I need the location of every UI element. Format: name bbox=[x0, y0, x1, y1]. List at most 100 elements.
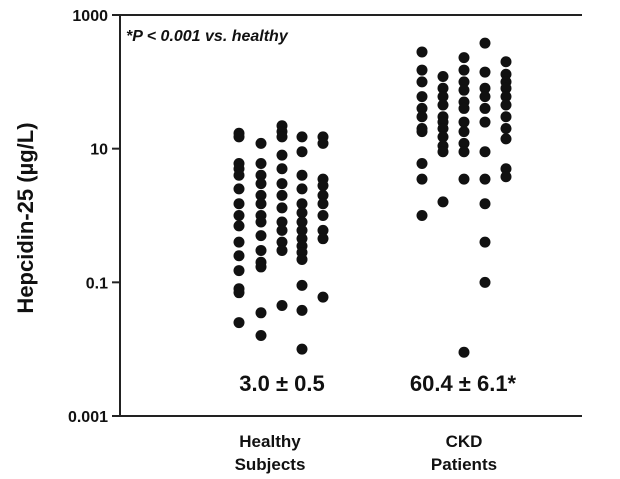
data-point-g1-c0-5 bbox=[416, 111, 428, 123]
data-point-g0-c3-11 bbox=[296, 253, 308, 265]
data-point-g1-c1-2 bbox=[437, 91, 449, 103]
data-point-g0-c3-7 bbox=[296, 224, 308, 236]
summary-ckd: 60.4 ± 6.1* bbox=[410, 371, 517, 396]
data-point-g1-c4-0 bbox=[500, 56, 512, 68]
data-point-g1-c0-4 bbox=[416, 102, 428, 114]
axes bbox=[119, 14, 582, 417]
data-point-g0-c4-1 bbox=[317, 137, 329, 149]
data-point-g0-c0-5 bbox=[233, 183, 245, 195]
data-point-g1-c4-7 bbox=[500, 123, 512, 135]
data-point-g0-c1-7 bbox=[255, 216, 267, 228]
data-point-g0-c1-12 bbox=[255, 307, 267, 319]
data-point-g0-c0-14 bbox=[233, 317, 245, 329]
y-tick-label-0: 1000 bbox=[72, 8, 108, 25]
data-point-g0-c1-9 bbox=[255, 244, 267, 256]
data-point-g0-c2-5 bbox=[276, 178, 288, 190]
data-point-g0-c3-12 bbox=[296, 279, 308, 291]
data-point-g0-c3-0 bbox=[296, 131, 308, 143]
data-point-g0-c1-3 bbox=[255, 178, 267, 190]
data-point-g0-c4-4 bbox=[317, 189, 329, 201]
data-point-g0-c3-14 bbox=[296, 343, 308, 355]
data-point-g0-c2-9 bbox=[276, 224, 288, 236]
data-point-g0-c4-7 bbox=[317, 224, 329, 236]
data-point-g1-c2-3 bbox=[458, 84, 470, 96]
data-point-g1-c4-9 bbox=[500, 163, 512, 175]
data-point-g1-c3-7 bbox=[479, 173, 491, 185]
data-point-g1-c2-0 bbox=[458, 52, 470, 64]
data-point-g0-c2-12 bbox=[276, 300, 288, 312]
y-tick-label-1: 10 bbox=[90, 142, 108, 159]
data-point-g1-c4-6 bbox=[500, 111, 512, 123]
data-point-g1-c1-9 bbox=[437, 146, 449, 158]
data-point-g1-c2-5 bbox=[458, 102, 470, 114]
summary-healthy: 3.0 ± 0.5 bbox=[239, 371, 324, 396]
data-point-g0-c0-9 bbox=[233, 236, 245, 248]
data-point-g0-c0-6 bbox=[233, 198, 245, 210]
data-point-g1-c2-1 bbox=[458, 64, 470, 76]
data-point-g1-c0-0 bbox=[416, 46, 428, 58]
category-label-ckd-line2: Patients bbox=[431, 455, 497, 474]
data-point-g1-c2-10 bbox=[458, 173, 470, 185]
significance-annotation: *P < 0.001 vs. healthy bbox=[126, 28, 289, 45]
data-point-g1-c3-3 bbox=[479, 91, 491, 103]
data-point-g1-c2-2 bbox=[458, 76, 470, 88]
data-point-g0-c1-2 bbox=[255, 169, 267, 181]
data-point-g1-c0-7 bbox=[416, 126, 428, 138]
data-point-g0-c0-4 bbox=[233, 169, 245, 181]
data-point-g1-c4-4 bbox=[500, 91, 512, 103]
y-tick-label-3: 0.001 bbox=[68, 409, 108, 426]
data-point-g1-c3-10 bbox=[479, 276, 491, 288]
data-point-g1-c0-1 bbox=[416, 64, 428, 76]
data-point-g1-c1-7 bbox=[437, 131, 449, 143]
data-point-g0-c1-8 bbox=[255, 230, 267, 242]
data-point-g0-c2-6 bbox=[276, 189, 288, 201]
data-point-g0-c3-4 bbox=[296, 198, 308, 210]
data-point-g1-c3-8 bbox=[479, 198, 491, 210]
data-point-g0-c3-6 bbox=[296, 216, 308, 228]
data-point-g0-c2-11 bbox=[276, 244, 288, 256]
data-point-g0-c1-0 bbox=[255, 137, 267, 149]
data-point-g1-c1-6 bbox=[437, 123, 449, 135]
data-point-g0-c4-9 bbox=[317, 291, 329, 303]
data-point-g1-c3-2 bbox=[479, 82, 491, 94]
data-point-g1-c0-2 bbox=[416, 76, 428, 88]
data-point-g1-c0-10 bbox=[416, 210, 428, 221]
data-point-g1-c2-9 bbox=[458, 146, 470, 158]
category-label-healthy-line1: Healthy bbox=[239, 432, 301, 451]
data-points bbox=[233, 37, 512, 358]
data-point-g1-c3-9 bbox=[479, 236, 491, 248]
data-point-g1-c4-8 bbox=[500, 133, 512, 145]
data-point-g1-c3-4 bbox=[479, 102, 491, 114]
data-point-g1-c0-3 bbox=[416, 91, 428, 103]
data-point-g1-c4-5 bbox=[500, 99, 512, 111]
data-point-g0-c0-10 bbox=[233, 250, 245, 262]
data-point-g1-c0-8 bbox=[416, 157, 428, 169]
data-point-g0-c2-8 bbox=[276, 216, 288, 228]
data-point-g1-c4-3 bbox=[500, 82, 512, 94]
category-label-healthy-line2: Subjects bbox=[235, 455, 306, 474]
data-point-g1-c2-8 bbox=[458, 137, 470, 149]
data-point-g1-c4-10 bbox=[500, 171, 512, 183]
data-point-g1-c1-1 bbox=[437, 82, 449, 94]
data-point-g0-c2-2 bbox=[276, 131, 288, 143]
data-point-g0-c2-3 bbox=[276, 149, 288, 161]
data-point-g0-c2-7 bbox=[276, 202, 288, 214]
data-point-g1-c1-0 bbox=[437, 71, 449, 83]
data-point-g1-c2-7 bbox=[458, 126, 470, 138]
data-point-g0-c3-1 bbox=[296, 146, 308, 158]
data-point-g0-c0-1 bbox=[233, 131, 245, 143]
y-axis-label: Hepcidin-25 (µg/L) bbox=[13, 122, 38, 313]
data-point-g1-c1-10 bbox=[437, 196, 449, 208]
data-point-g0-c1-5 bbox=[255, 198, 267, 210]
data-point-g0-c4-5 bbox=[317, 198, 329, 210]
data-point-g1-c3-5 bbox=[479, 116, 491, 128]
data-point-g0-c1-13 bbox=[255, 330, 267, 342]
data-point-g0-c3-2 bbox=[296, 169, 308, 181]
data-point-g0-c1-1 bbox=[255, 157, 267, 169]
data-point-g0-c3-3 bbox=[296, 183, 308, 195]
data-point-g1-c3-0 bbox=[479, 37, 491, 49]
data-point-g1-c4-1 bbox=[500, 68, 512, 80]
data-point-g1-c0-9 bbox=[416, 173, 428, 185]
data-point-g1-c3-6 bbox=[479, 146, 491, 158]
